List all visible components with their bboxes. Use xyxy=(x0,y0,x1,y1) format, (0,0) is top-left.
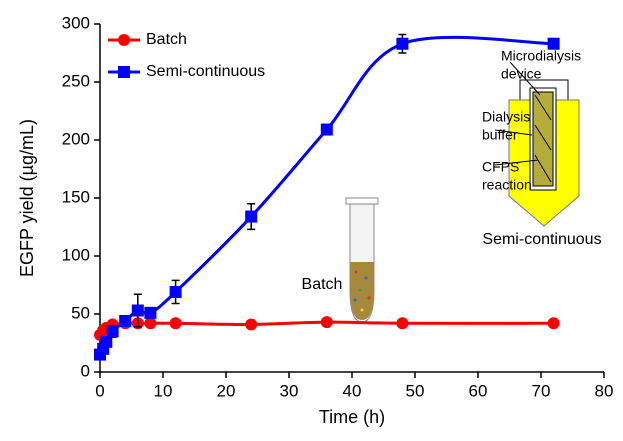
legend-marker xyxy=(118,34,130,46)
point xyxy=(547,37,560,50)
point xyxy=(100,335,113,348)
x-tick-label: 50 xyxy=(406,381,425,400)
y-tick-label: 100 xyxy=(62,245,90,264)
point xyxy=(131,304,144,317)
point xyxy=(169,285,182,298)
x-tick-label: 80 xyxy=(595,381,614,400)
y-tick-label: 150 xyxy=(62,187,90,206)
point xyxy=(144,306,157,319)
point xyxy=(320,316,333,329)
annotation: Dialysis xyxy=(482,109,530,125)
y-tick-label: 250 xyxy=(62,71,90,90)
point xyxy=(245,210,258,223)
batch-tube-illustration xyxy=(345,197,379,323)
x-tick-label: 60 xyxy=(469,381,488,400)
x-tick-label: 20 xyxy=(217,381,236,400)
x-tick-label: 30 xyxy=(280,381,299,400)
pointer xyxy=(494,129,533,136)
legend-label: Semi-continuous xyxy=(146,63,265,80)
legend-label: Batch xyxy=(146,31,187,48)
legend-marker xyxy=(118,66,130,78)
y-tick-label: 300 xyxy=(62,13,90,32)
point xyxy=(169,317,182,330)
annotation: CFPS xyxy=(482,159,519,175)
point xyxy=(144,317,157,330)
x-axis-label: Time (h) xyxy=(319,407,385,427)
x-tick-label: 10 xyxy=(154,381,173,400)
y-axis-label: EGFP yield (µg/mL) xyxy=(17,119,37,277)
y-tick-label: 0 xyxy=(81,361,90,380)
annotation: buffer xyxy=(482,127,518,143)
point xyxy=(320,123,333,136)
x-tick-label: 70 xyxy=(532,381,551,400)
y-tick-label: 200 xyxy=(62,129,90,148)
annotation: Batch xyxy=(302,276,343,293)
annotation: reaction xyxy=(482,177,532,193)
semi-continuous-illustration xyxy=(508,79,580,227)
pointer xyxy=(494,159,539,166)
y-tick-label: 50 xyxy=(71,303,90,322)
annotation: Microdialysis xyxy=(501,48,581,64)
point xyxy=(119,314,132,327)
pointer xyxy=(509,61,541,96)
point xyxy=(245,318,258,331)
point xyxy=(547,317,560,330)
point xyxy=(106,325,119,338)
x-tick-label: 40 xyxy=(343,381,362,400)
annotation: device xyxy=(501,66,542,82)
series-line xyxy=(98,35,554,356)
x-tick-label: 0 xyxy=(95,381,104,400)
point xyxy=(396,317,409,330)
annotation: Semi-continuous xyxy=(482,231,601,248)
point xyxy=(396,37,409,50)
